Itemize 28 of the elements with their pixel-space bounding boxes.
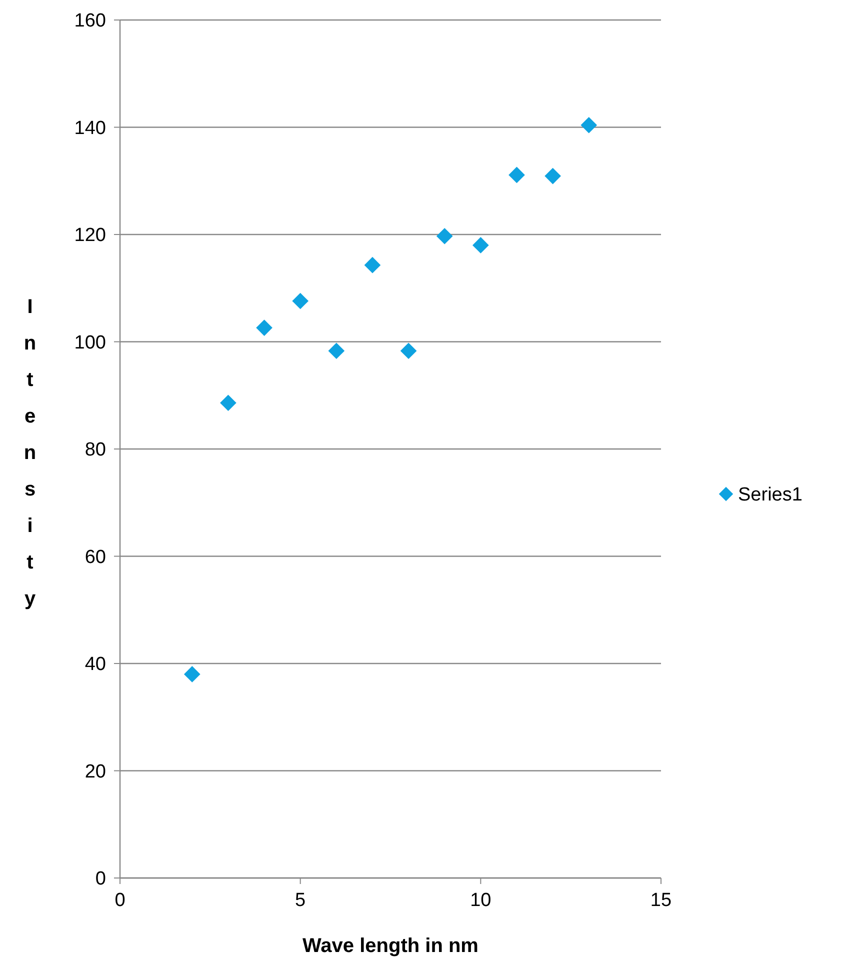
y-tick-label: 120 <box>74 225 106 246</box>
y-tick-label: 40 <box>84 654 106 676</box>
y-tick-label: 140 <box>74 118 106 139</box>
x-tick-label: 15 <box>650 890 672 911</box>
point <box>292 292 308 310</box>
point <box>256 320 272 336</box>
point <box>364 256 381 274</box>
y-tick-label: 160 <box>74 10 106 32</box>
point <box>328 342 345 360</box>
y-tick-label: 60 <box>84 546 106 568</box>
x-tick-label: 0 <box>114 890 126 911</box>
point <box>220 394 236 412</box>
text: Intensity <box>24 296 36 610</box>
point <box>400 342 417 360</box>
y-tick-label: 20 <box>84 761 106 782</box>
x-tick-label: 10 <box>470 890 492 911</box>
point <box>436 228 453 244</box>
y-tick-label: 80 <box>84 440 106 461</box>
point <box>544 168 561 184</box>
point <box>580 116 598 134</box>
x-axis-title: Wave length in nm <box>302 935 478 957</box>
point <box>472 237 489 254</box>
legend-label: Series1 <box>738 484 802 506</box>
point <box>184 666 200 682</box>
x-tick-label: 5 <box>295 890 306 911</box>
y-tick-label: 100 <box>74 332 106 354</box>
point <box>508 166 525 184</box>
y-tick-label: 0 <box>95 868 106 890</box>
